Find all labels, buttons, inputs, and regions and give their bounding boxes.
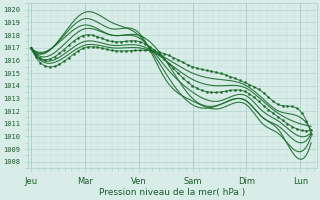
X-axis label: Pression niveau de la mer( hPa ): Pression niveau de la mer( hPa ) xyxy=(99,188,245,197)
